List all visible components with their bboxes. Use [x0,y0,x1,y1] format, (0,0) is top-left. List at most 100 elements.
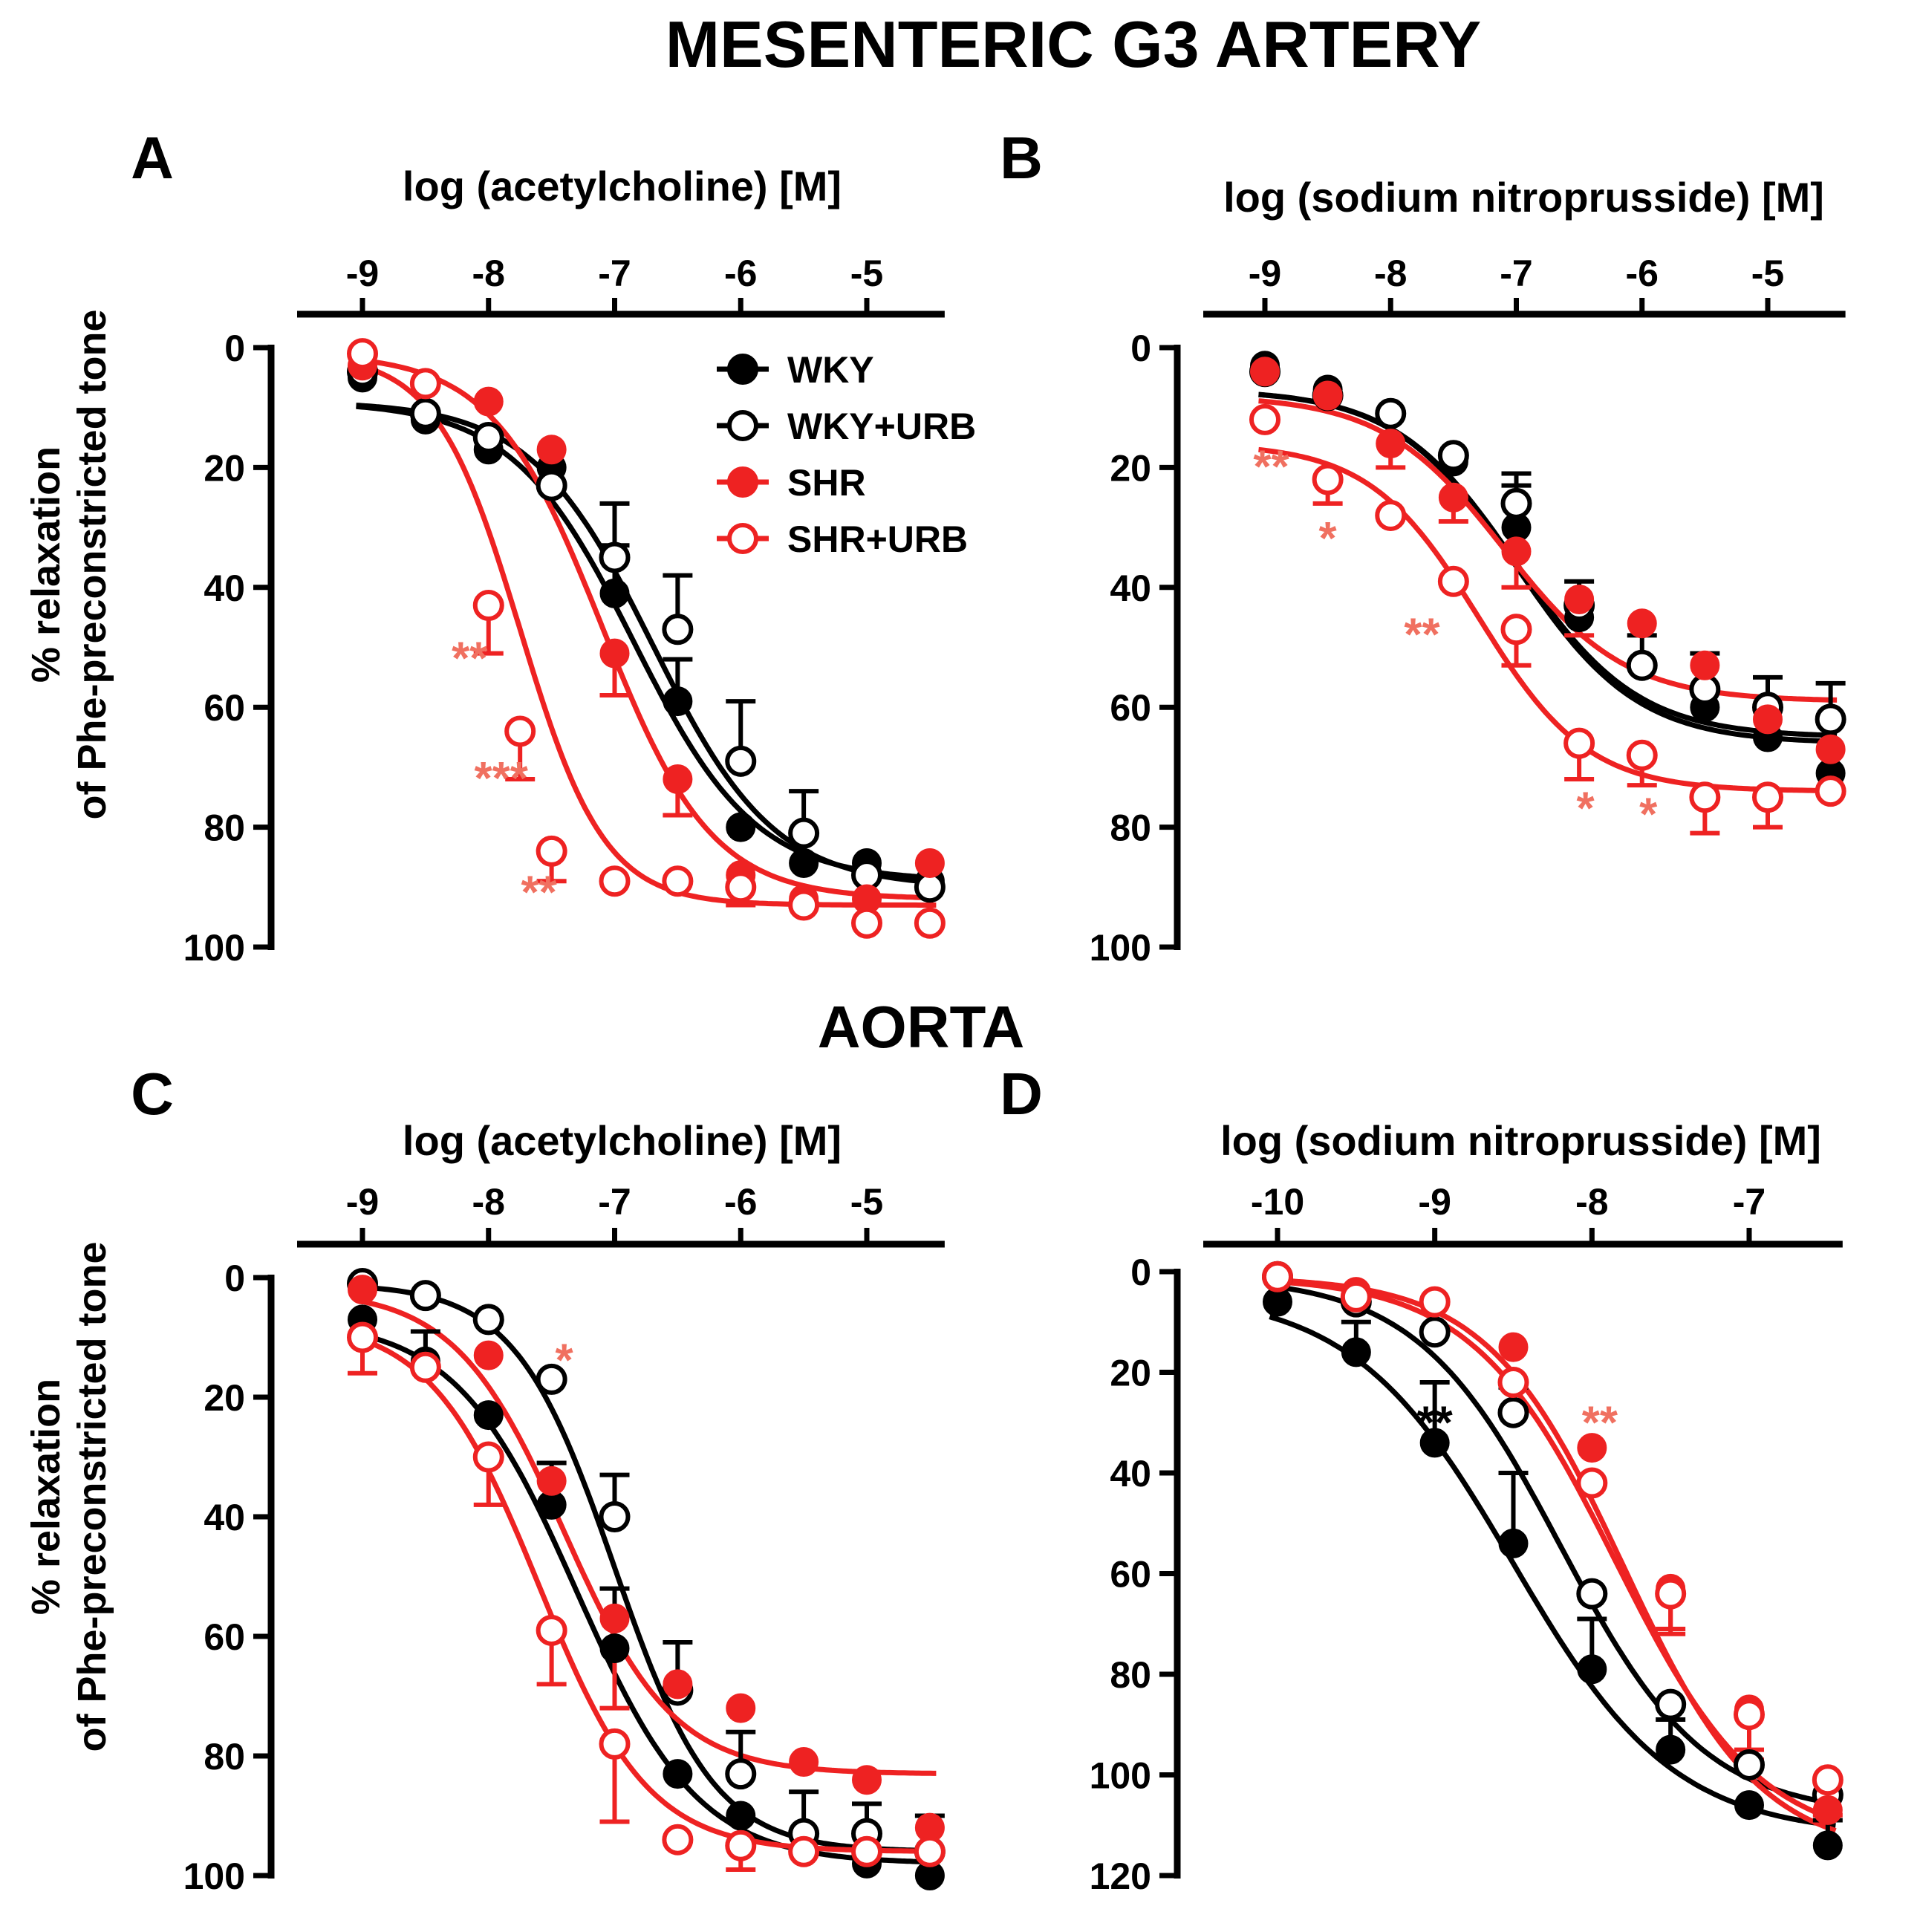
point-shr-urb [1375,499,1407,531]
y-tick-label: 0 [224,1258,245,1299]
point-shr [663,764,693,795]
point-shr-urb [599,865,631,897]
point-shr-urb [851,907,882,939]
x-tick-label: -9 [346,253,379,294]
point-shr-urb [788,1835,820,1867]
point-wky [663,686,693,717]
legend-label: SHR+URB [787,518,968,560]
title-mesenteric: MESENTERIC G3 ARTERY [666,7,1482,81]
y-tick-label: 120 [1090,1855,1151,1897]
point-shr-urb [347,338,378,370]
y-tick-label: 20 [204,1377,245,1419]
point-shr-urb [536,835,567,867]
point-shr [914,848,945,879]
significance-annotation: ** [521,867,558,918]
point-shr-urb [472,1441,504,1473]
x-tick-label: -7 [1733,1181,1766,1223]
point-shr-urb [1419,1286,1451,1318]
legend-marker [727,523,758,554]
point-wky-urb [1419,1316,1451,1348]
point-shr-urb [725,1829,757,1861]
point-shr-urb [1500,614,1532,645]
point-shr-urb [1437,565,1469,597]
legend-label: SHR [787,462,866,504]
point-shr-urb [1815,775,1846,807]
point-shr-urb [1626,739,1658,771]
point-shr [473,386,504,417]
point-wky [1577,1654,1607,1685]
significance-annotation: *** [475,753,529,804]
significance-annotation: ** [1582,1397,1618,1448]
fit-curve-shr [356,357,937,901]
point-shr-urb [1340,1281,1372,1313]
legend-marker [727,354,758,385]
x-tick-label: -6 [724,1181,757,1223]
legend-label: WKY+URB [787,406,976,447]
point-wky-urb [1815,703,1846,735]
point-shr-urb [1655,1578,1687,1610]
x-tick-label: -6 [724,253,757,294]
y-tick-label: 20 [204,447,245,489]
point-shr [852,1765,882,1795]
fit-curve-shr [1258,398,1838,703]
point-wky [726,812,756,842]
x-tick-label: -5 [850,1181,883,1223]
point-shr-urb [409,1351,441,1383]
fit-curve-shr-urb [355,362,937,908]
panel-letter: B [1000,125,1043,191]
fit-curve-shr [355,1297,937,1776]
point-shr-urb [788,889,820,921]
y-tick-label: 80 [1110,1654,1151,1696]
point-shr-urb [1734,1699,1765,1731]
y-tick-label: 100 [183,927,245,969]
point-shr [1498,1332,1529,1362]
point-wky [599,1633,630,1664]
significance-annotation: * [1577,783,1595,834]
panel-letter: A [131,125,174,191]
fit-curve-wky [355,1330,937,1865]
x-tick-label: -5 [1751,253,1784,294]
x-tick-label: -7 [1500,253,1532,294]
point-shr-urb [851,1835,882,1867]
point-wky [1656,1734,1686,1765]
point-wky-urb [536,1363,567,1395]
point-shr [473,1340,504,1370]
point-shr-urb [347,1321,378,1353]
point-wky-urb [536,469,567,501]
x-axis-title: log (sodium nitroprusside) [M] [1223,174,1824,221]
legend-marker [727,466,758,498]
significance-annotation: ** [452,634,488,685]
point-wky-urb [409,1280,441,1312]
y-tick-label: 80 [1110,807,1151,849]
x-axis-title: log (sodium nitroprusside) [M] [1220,1117,1821,1164]
point-shr-urb [504,715,536,747]
y-tick-label: 100 [1090,927,1151,969]
point-wky [1341,1337,1371,1367]
point-shr-urb [1262,1261,1293,1292]
y-tick-label: 0 [1130,328,1151,369]
point-wky-urb [1500,487,1532,519]
y-tick-label: 40 [204,1497,245,1538]
point-shr-urb [725,871,757,903]
y-tick-label: 20 [1110,1353,1151,1394]
point-wky-urb [1576,1578,1608,1610]
point-wky [1419,1428,1450,1458]
point-shr-urb [662,1824,694,1855]
point-shr-urb [1689,781,1721,813]
point-shr [1627,608,1657,639]
point-wky-urb [409,397,441,429]
point-shr [663,1669,693,1700]
y-tick-label: 80 [204,807,245,849]
y-tick-label: 80 [204,1736,245,1777]
fit-curve-shr-urb [355,1335,937,1854]
point-wky [1498,1528,1529,1558]
y-tick-label: 20 [1110,447,1151,489]
point-shr-urb [1312,464,1344,495]
x-tick-label: -7 [598,1181,631,1223]
point-shr-urb [1812,1764,1843,1796]
significance-annotation: * [1319,513,1338,565]
point-shr [599,638,630,669]
